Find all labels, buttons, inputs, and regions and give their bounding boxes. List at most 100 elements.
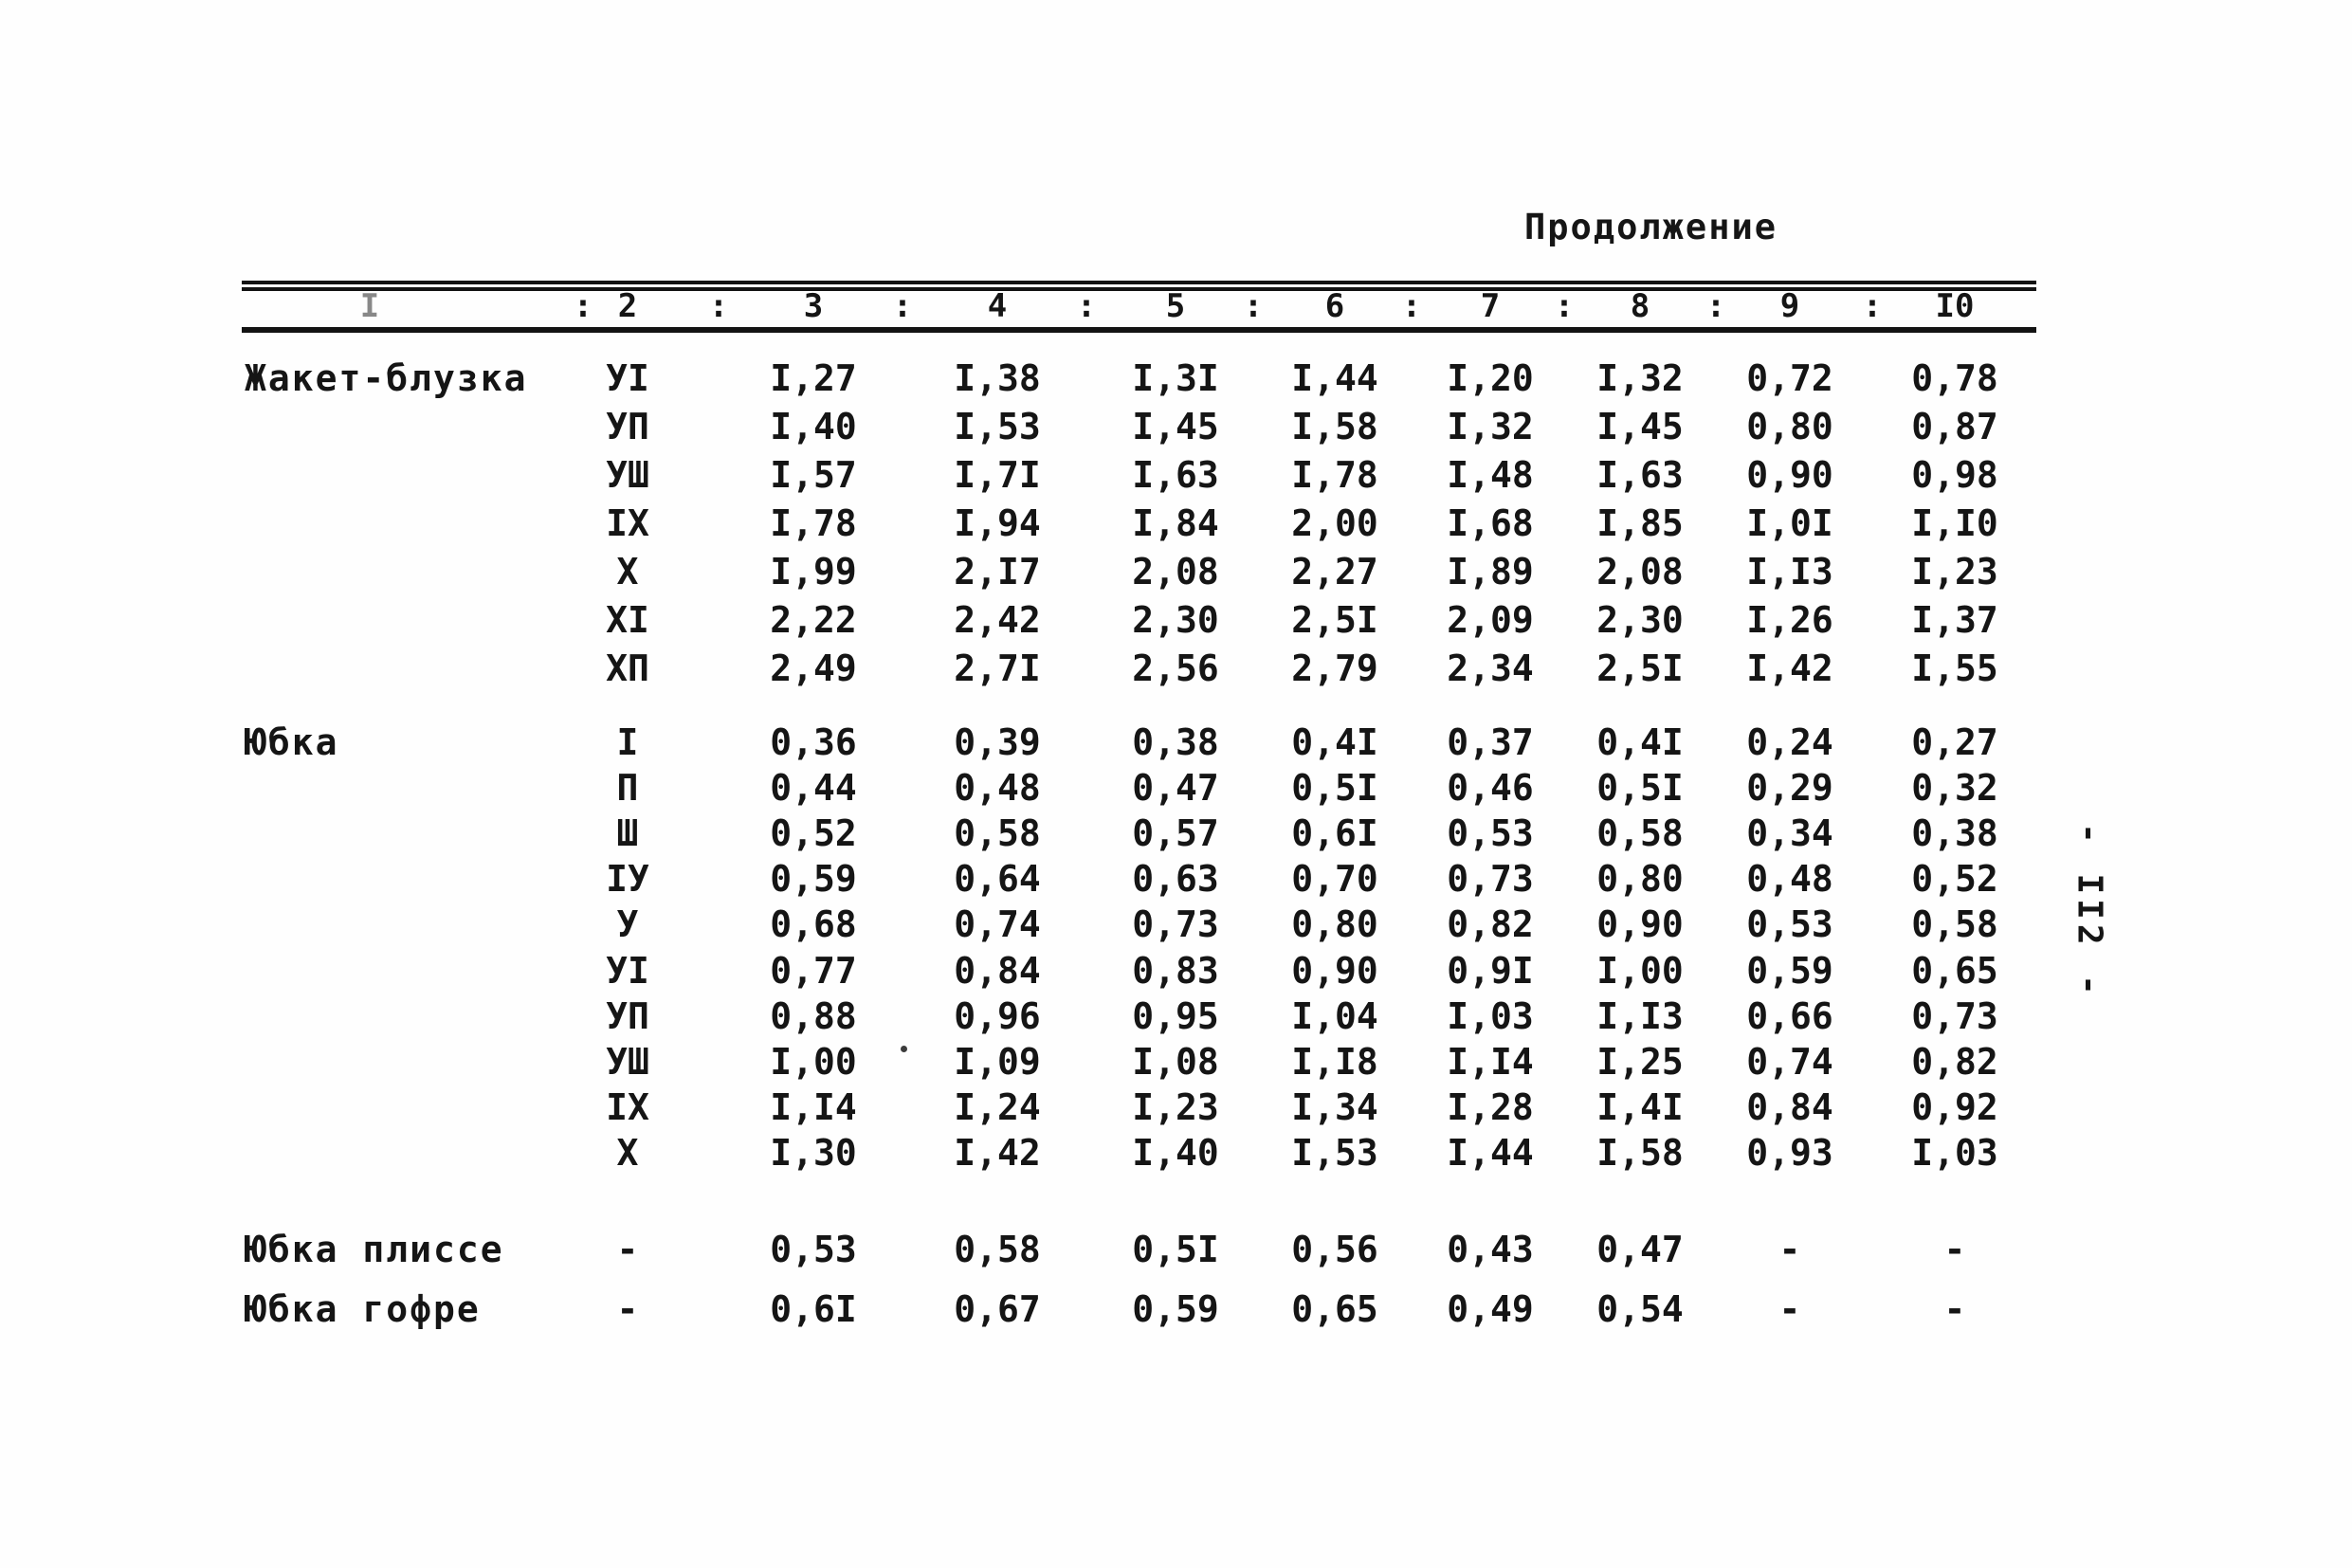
size-cell: П [616, 767, 639, 810]
header-separator: : [1243, 287, 1264, 325]
continuation-label: Продолжение [1524, 207, 1778, 247]
value-cell: 2,09 [1447, 599, 1534, 641]
value-cell: 0,53 [1746, 903, 1833, 946]
value-cell: 0,57 [1132, 812, 1219, 855]
value-cell: I,48 [1447, 454, 1534, 496]
table-header-rule [242, 327, 2036, 333]
value-cell: 0,27 [1911, 721, 1998, 763]
vertical-page-number: - II2 - [2069, 823, 2109, 1000]
value-cell: I,94 [954, 502, 1041, 544]
value-cell: 0,98 [1911, 454, 1998, 496]
value-cell: 0,90 [1746, 454, 1833, 496]
value-cell: I,44 [1447, 1131, 1534, 1174]
value-cell: I,40 [770, 406, 857, 447]
value-cell: I,53 [954, 406, 1041, 447]
value-cell: 2,56 [1132, 647, 1219, 689]
column-header: 3 [803, 287, 824, 325]
value-cell: 0,6I [770, 1288, 857, 1330]
value-cell: I,42 [954, 1131, 1041, 1174]
row-group-label: Юбка [245, 721, 339, 763]
value-cell: 2,30 [1596, 599, 1684, 641]
value-cell: 0,82 [1447, 903, 1534, 946]
value-cell: I,24 [954, 1085, 1041, 1128]
value-cell: 0,80 [1291, 903, 1378, 946]
value-cell: 0,65 [1291, 1288, 1378, 1330]
size-cell: УП [606, 994, 649, 1037]
column-header: 5 [1165, 287, 1186, 325]
value-cell: I,63 [1132, 454, 1219, 496]
value-cell: 0,49 [1447, 1288, 1534, 1330]
row-group-label: Юбка гофре [245, 1288, 481, 1330]
size-cell: - [616, 1229, 639, 1270]
value-cell: I,44 [1291, 357, 1378, 399]
value-cell: 0,84 [954, 949, 1041, 992]
value-cell: 0,59 [1746, 949, 1833, 992]
value-cell: 0,54 [1596, 1288, 1684, 1330]
size-cell: - [616, 1288, 639, 1330]
value-cell: I,0I [1746, 502, 1833, 544]
value-cell: I,45 [1596, 406, 1684, 447]
value-cell: I,I3 [1746, 551, 1833, 593]
value-cell: 0,37 [1447, 721, 1534, 763]
value-cell: 0,9I [1447, 949, 1534, 992]
value-cell: 2,34 [1447, 647, 1534, 689]
size-cell: ІХ [606, 1085, 649, 1128]
value-cell: 0,32 [1911, 767, 1998, 810]
value-cell: 0,66 [1746, 994, 1833, 1037]
value-cell: I,84 [1132, 502, 1219, 544]
table-top-double-rule [242, 281, 2036, 291]
value-cell: 0,58 [954, 1229, 1041, 1270]
value-cell: I,58 [1291, 406, 1378, 447]
column-header: I [359, 287, 380, 325]
size-cell: Х [616, 551, 639, 593]
value-cell: - [1943, 1288, 1966, 1330]
header-separator: : [892, 287, 913, 325]
value-cell: 0,80 [1746, 406, 1833, 447]
value-cell: I,03 [1911, 1131, 1998, 1174]
value-cell: 0,36 [770, 721, 857, 763]
value-cell: I,7I [954, 454, 1041, 496]
value-cell: I,89 [1447, 551, 1534, 593]
value-cell: I,4I [1596, 1085, 1684, 1128]
value-cell: I,27 [770, 357, 857, 399]
header-separator: : [1076, 287, 1097, 325]
value-cell: 0,48 [954, 767, 1041, 810]
value-cell: I,26 [1746, 599, 1833, 641]
value-cell: 0,24 [1746, 721, 1833, 763]
value-cell: 0,74 [954, 903, 1041, 946]
value-cell: I,00 [770, 1040, 857, 1083]
value-cell: 0,38 [1911, 812, 1998, 855]
row-group-label: Юбка плиссе [245, 1229, 504, 1270]
value-cell: I,09 [954, 1040, 1041, 1083]
value-cell: 0,82 [1911, 1040, 1998, 1083]
value-cell: I,28 [1447, 1085, 1534, 1128]
value-cell: I,42 [1746, 647, 1833, 689]
value-cell: 0,83 [1132, 949, 1219, 992]
value-cell: 0,78 [1911, 357, 1998, 399]
value-cell: 0,58 [954, 812, 1041, 855]
column-header: 7 [1480, 287, 1501, 325]
size-cell: ХІ [606, 599, 649, 641]
value-cell: I,I4 [1447, 1040, 1534, 1083]
size-cell: ІХ [606, 502, 649, 544]
value-cell: 0,6I [1291, 812, 1378, 855]
value-cell: 0,74 [1746, 1040, 1833, 1083]
size-cell: УШ [606, 454, 649, 496]
value-cell: 2,08 [1132, 551, 1219, 593]
value-cell: 0,44 [770, 767, 857, 810]
value-cell: I,32 [1447, 406, 1534, 447]
value-cell: 2,5I [1291, 599, 1378, 641]
header-separator: : [1705, 287, 1726, 325]
value-cell: 0,92 [1911, 1085, 1998, 1128]
header-separator: : [1554, 287, 1575, 325]
value-cell: 0,77 [770, 949, 857, 992]
value-cell: I,99 [770, 551, 857, 593]
value-cell: I,85 [1596, 502, 1684, 544]
value-cell: I,I3 [1596, 994, 1684, 1037]
value-cell: I,23 [1911, 551, 1998, 593]
value-cell: 0,68 [770, 903, 857, 946]
value-cell: 0,73 [1132, 903, 1219, 946]
size-cell: Х [616, 1131, 639, 1174]
value-cell: I,00 [1596, 949, 1684, 992]
